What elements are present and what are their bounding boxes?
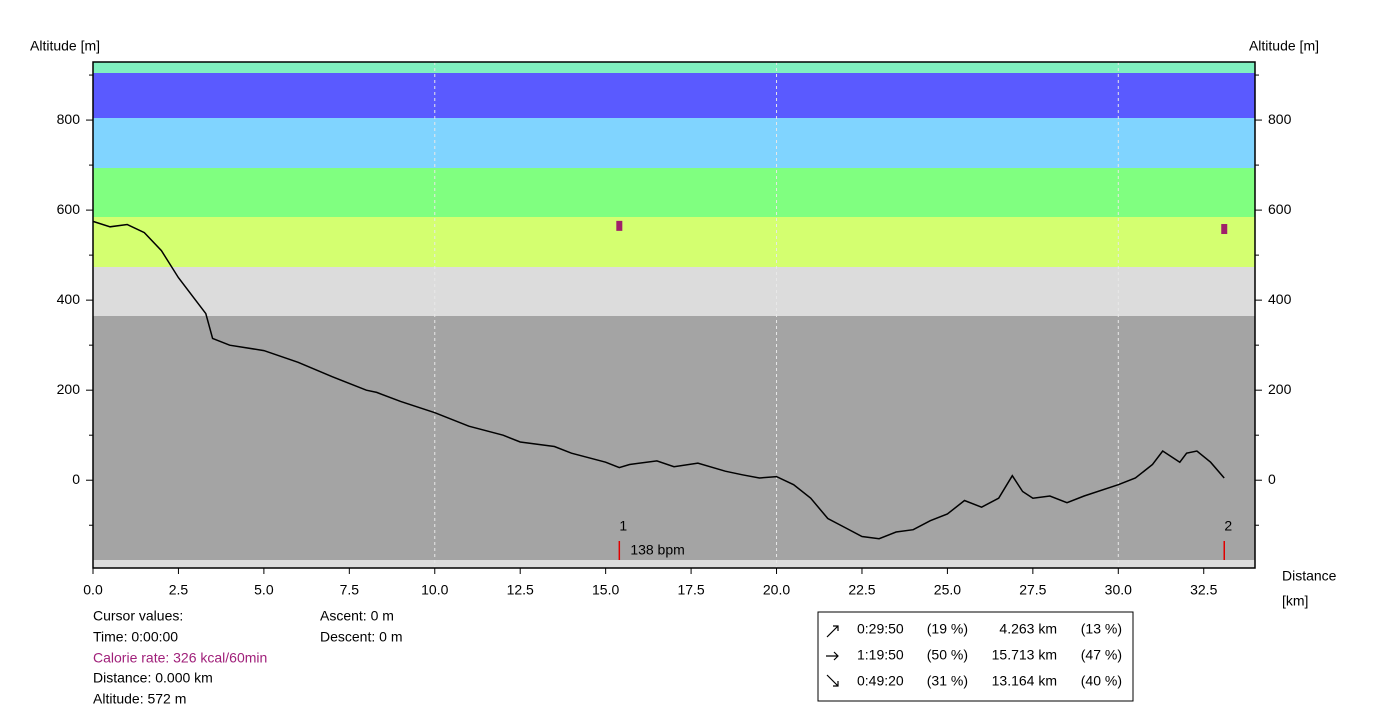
zone-band [93,217,1255,267]
stats-cell: 0:29:50 [857,621,904,637]
zone-band [93,168,1255,217]
x-tick-label: 7.5 [340,582,360,598]
zone-band [93,118,1255,168]
lap-label: 2 [1224,518,1232,534]
y2-tick-label: 600 [1268,201,1292,217]
stats-box [817,611,1134,702]
cursor-text: Time: 0:00:00 [93,629,178,645]
zone-band [93,73,1255,118]
stats-cell: (50 %) [927,647,968,663]
x-axis-label: Distance [1282,568,1337,584]
lap-label: 1 [619,518,627,534]
stats-cell: (47 %) [1081,647,1122,663]
x-tick-label: 22.5 [848,582,875,598]
stats-table: 0:29:50 (19 %) 4.263 km (13 %) 1:19:50 (50 %)… [857,621,1122,689]
x-tick-label: 25.0 [934,582,961,598]
stats-cell: 4.263 km [999,621,1057,637]
stats-cell: 15.713 km [992,647,1057,663]
zone-band [93,316,1255,560]
x-tick-label: 17.5 [677,582,704,598]
stats-cell: 0:49:20 [857,673,904,689]
cursor-text: Cursor values: [93,608,183,624]
ascent-text: Descent: 0 m [320,629,402,645]
cursor-text: Distance: 0.000 km [93,670,213,686]
y-tick-label: 600 [57,201,81,217]
stats-cell: 1:19:50 [857,647,904,663]
x-tick-label: 2.5 [169,582,189,598]
y-tick-label: 200 [57,381,81,397]
stats-cell: (31 %) [927,673,968,689]
stats-cell: (13 %) [1081,621,1122,637]
ascent-text: Ascent: 0 m [320,608,394,624]
x-tick-label: 0.0 [83,582,103,598]
y-axis-label: Altitude [m] [30,38,100,54]
cursor-text: Altitude: 572 m [93,691,186,707]
y2-tick-label: 0 [1268,471,1276,487]
plot-frame [92,61,1256,569]
y-tick-label: 400 [57,291,81,307]
cursor-text: Calorie rate: 326 kcal/60min [93,650,267,666]
x-tick-label: 20.0 [763,582,790,598]
stats-cell: (40 %) [1081,673,1122,689]
y-tick-label: 800 [57,111,81,127]
x-tick-label: 12.5 [507,582,534,598]
zone-band [93,62,1255,73]
y-tick-label: 0 [72,471,80,487]
x-tick-label: 15.0 [592,582,619,598]
zone-band [93,267,1255,316]
arrow-icons [826,625,839,687]
x-axis-label: [km] [1282,593,1308,609]
y2-tick-label: 400 [1268,291,1292,307]
stats-cell: (19 %) [927,621,968,637]
x-tick-label: 27.5 [1019,582,1046,598]
lap-point [1221,224,1228,235]
lap-annotation: 138 bpm [630,542,684,558]
stats-cell: 13.164 km [992,673,1057,689]
altitude-line [92,220,1225,540]
x-tick-label: 5.0 [254,582,274,598]
y2-axis-label: Altitude [m] [1249,38,1319,54]
x-tick-label: 10.0 [421,582,448,598]
y2-tick-label: 800 [1268,111,1292,127]
x-tick-label: 32.5 [1190,582,1217,598]
plot-layer: 1 2 138 bpm [92,62,1232,568]
zone-band [93,560,1255,568]
y2-tick-label: 200 [1268,381,1292,397]
lap-point [616,220,623,231]
x-tick-label: 30.0 [1105,582,1132,598]
